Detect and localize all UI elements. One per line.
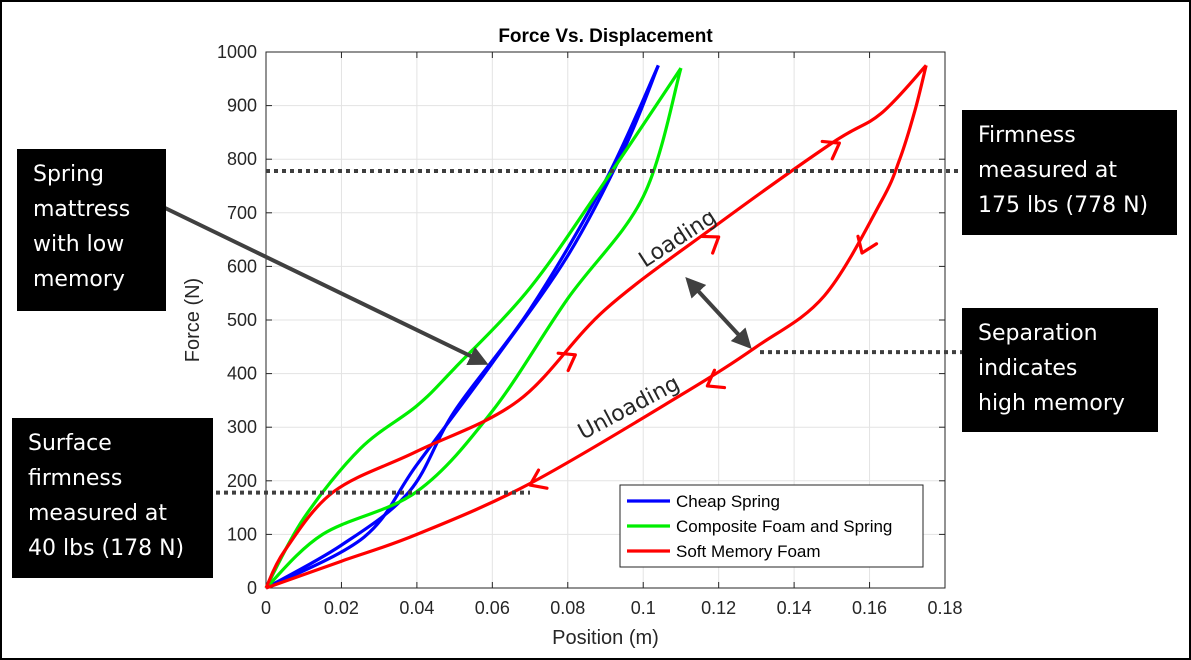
x-tick-label: 0 xyxy=(261,598,271,618)
separation-pointer-arrow xyxy=(685,277,752,349)
series-soft-memory-foam xyxy=(264,64,928,590)
callout-firmness: Firmness measured at 175 lbs (778 N) xyxy=(962,110,1177,235)
callout-spring: Spring mattress with low memory xyxy=(17,149,166,311)
x-tick-label: 0.12 xyxy=(701,598,736,618)
callout-surface-line-2: firmness xyxy=(28,466,123,491)
legend-item-cheap-spring: Cheap Spring xyxy=(627,492,780,511)
x-tick-label: 0.1 xyxy=(631,598,656,618)
callout-separation: Separation indicates high memory xyxy=(962,308,1158,432)
series-layer xyxy=(264,64,928,590)
legend-label: Soft Memory Foam xyxy=(676,542,821,561)
series-soft-memory-foam-loading-line xyxy=(264,64,928,589)
direction-arrow xyxy=(556,351,577,373)
legend-box xyxy=(619,484,924,568)
y-tick-label: 700 xyxy=(227,203,257,223)
callout-separation-line-3: high memory xyxy=(978,391,1125,416)
y-tick-label: 100 xyxy=(227,524,257,544)
y-tick-label: 800 xyxy=(227,149,257,169)
callout-surface: Surface firmness measured at 40 lbs (178… xyxy=(12,418,213,578)
spring-pointer-arrow xyxy=(162,205,489,366)
x-tick-label: 0.18 xyxy=(927,598,962,618)
callout-separation-line-2: indicates xyxy=(978,356,1078,381)
series-composite-foam-unloading-line xyxy=(264,67,683,589)
callout-separation-line-1: Separation xyxy=(978,321,1098,346)
legend-label: Composite Foam and Spring xyxy=(676,517,892,536)
x-axis-label: Position (m) xyxy=(552,627,659,649)
callout-spring-line-2: mattress xyxy=(33,197,131,222)
x-tick-label: 0.08 xyxy=(550,598,585,618)
x-tick-label: 0.16 xyxy=(852,598,887,618)
direction-arrow xyxy=(705,368,727,390)
callout-firmness-line-3: 175 lbs (778 N) xyxy=(978,193,1149,218)
callout-spring-line-1: Spring xyxy=(33,162,104,187)
reference-lines xyxy=(216,168,962,495)
y-tick-label: 400 xyxy=(227,364,257,384)
direction-arrow xyxy=(699,234,721,255)
y-tick-label: 900 xyxy=(227,96,257,116)
y-tick-label: 1000 xyxy=(217,42,257,62)
y-tick-label: 500 xyxy=(227,310,257,330)
axes-box xyxy=(265,51,946,589)
x-tick-label: 0.02 xyxy=(324,598,359,618)
callout-firmness-line-2: measured at xyxy=(978,158,1118,183)
callout-surface-line-4: 40 lbs (178 N) xyxy=(28,536,185,561)
legend: Cheap Spring Composite Foam and Spring Sof… xyxy=(619,484,924,568)
series-soft-memory-foam-unloading-line xyxy=(265,65,928,590)
callout-firmness-line-1: Firmness xyxy=(978,123,1076,148)
y-tick-label: 300 xyxy=(227,417,257,437)
y-axis-label: Force (N) xyxy=(182,278,204,362)
y-tick-label: 0 xyxy=(247,578,257,598)
series-composite-foam xyxy=(264,67,683,590)
legend-label: Cheap Spring xyxy=(676,492,780,511)
direction-arrow xyxy=(820,139,841,161)
callout-spring-line-4: memory xyxy=(33,267,125,292)
direction-arrow xyxy=(856,234,879,255)
legend-item-soft-memory-foam: Soft Memory Foam xyxy=(627,542,821,561)
chart-title: Force Vs. Displacement xyxy=(498,26,713,47)
callout-surface-line-3: measured at xyxy=(28,501,168,526)
x-tick-label: 0.04 xyxy=(399,598,434,618)
axes: 0 0.02 0.04 0.06 0.08 0.1 0.12 0.14 0.16 0.18 0 100… xyxy=(182,26,963,649)
y-tick-label: 200 xyxy=(227,471,257,491)
series-composite-foam-loading-line xyxy=(264,67,683,590)
y-tick-label: 600 xyxy=(227,256,257,276)
x-tick-label: 0.06 xyxy=(475,598,510,618)
legend-item-composite-foam: Composite Foam and Spring xyxy=(627,517,892,536)
callout-spring-line-3: with low xyxy=(33,232,125,257)
callout-surface-line-1: Surface xyxy=(28,431,112,456)
direction-arrow xyxy=(528,468,549,490)
x-tick-label: 0.14 xyxy=(777,598,812,618)
